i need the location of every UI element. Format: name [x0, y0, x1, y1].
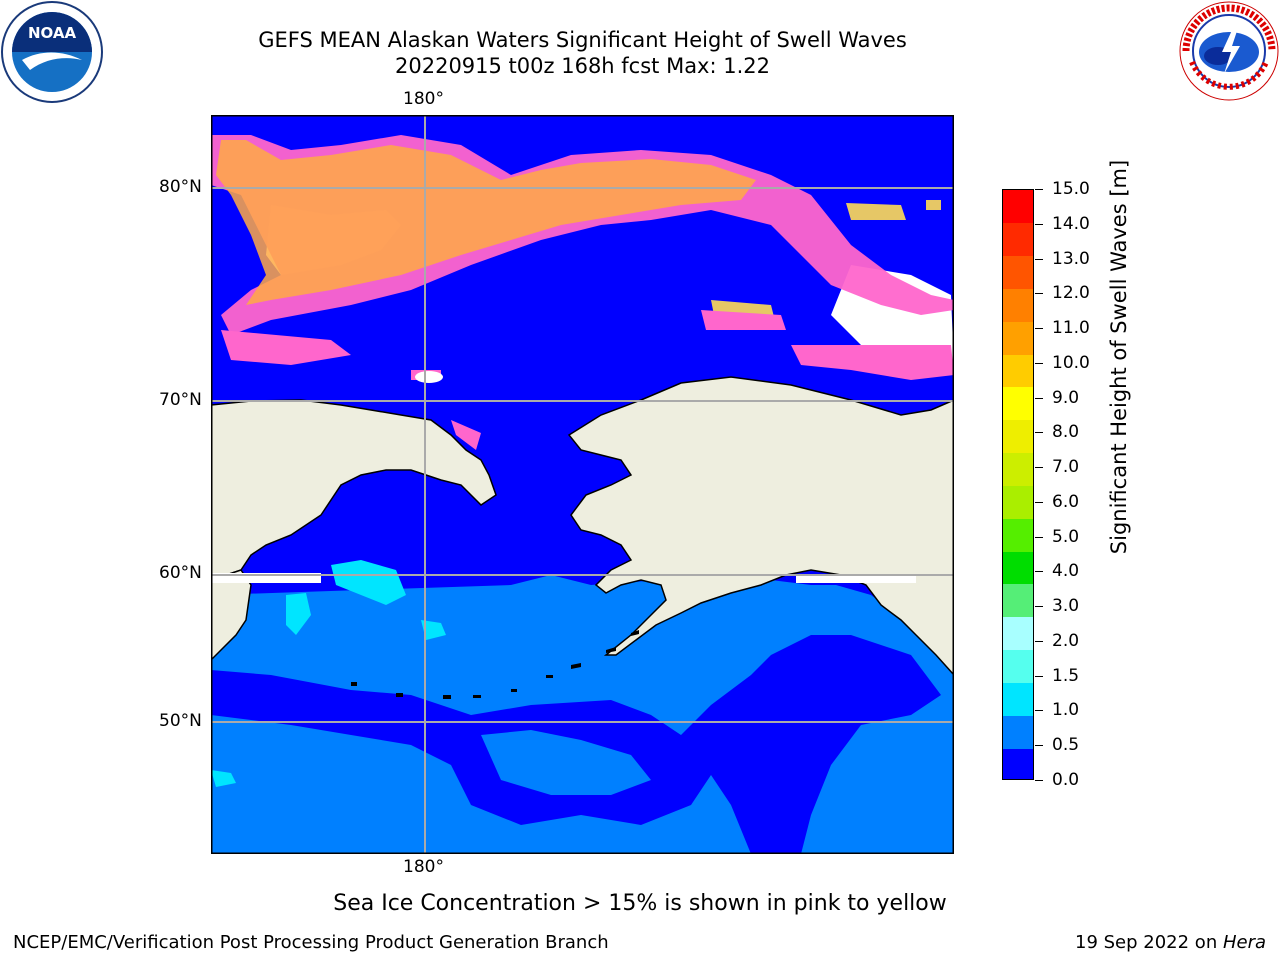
- colorbar-tick-label: 12.0: [1052, 283, 1090, 304]
- colorbar-tick-mark: [1035, 362, 1043, 364]
- longitude-label-bottom: 180°: [403, 857, 444, 877]
- colorbar-tick-mark: [1035, 293, 1043, 295]
- colorbar-segment: [1003, 649, 1033, 683]
- colorbar-tick-mark: [1035, 258, 1043, 260]
- colorbar-tick-mark: [1035, 501, 1043, 503]
- latitude-label-70n: 70°N: [159, 390, 202, 410]
- colorbar-tick-mark: [1035, 675, 1043, 677]
- latitude-label-60n: 60°N: [159, 563, 202, 583]
- alaskan-waters-swell-height-map: [211, 115, 954, 854]
- colorbar-tick-label: 11.0: [1052, 318, 1090, 339]
- colorbar-tick-label: 1.0: [1052, 700, 1080, 721]
- noaa-logo-text: NOAA: [28, 24, 77, 42]
- footer-date-text: 19 Sep 2022 on: [1075, 932, 1223, 953]
- colorbar-segment: [1003, 682, 1033, 716]
- latitude-label-80n: 80°N: [159, 177, 202, 197]
- map-frame: [211, 115, 954, 854]
- colorbar-segment: [1003, 518, 1033, 552]
- colorbar-tick-mark: [1035, 780, 1043, 781]
- colorbar-segment: [1003, 419, 1033, 454]
- colorbar-tick-label: 4.0: [1052, 561, 1080, 582]
- colorbar-segment: [1003, 354, 1033, 388]
- colorbar-tick-label: 15.0: [1052, 179, 1090, 199]
- colorbar-tick-mark: [1035, 328, 1043, 330]
- colorbar-tick-label: 2.0: [1052, 630, 1080, 651]
- wrangel-island: [415, 371, 443, 383]
- kamchatka-landmass: [211, 569, 252, 662]
- footer-host: Hera: [1222, 932, 1266, 953]
- colorbar-segment: [1003, 255, 1033, 289]
- chart-subtitle: 20220915 t00z 168h fcst Max: 1.22: [395, 54, 770, 78]
- colorbar-tick-label: 5.0: [1052, 526, 1080, 547]
- alaska-landmass: [567, 376, 954, 677]
- colorbar-tick-mark: [1035, 571, 1043, 573]
- colorbar-tick-label: 0.5: [1052, 735, 1080, 756]
- noaa-logo-icon: NOAA: [1, 1, 103, 103]
- colorbar-tick-mark: [1035, 710, 1043, 712]
- colorbar-segment: [1003, 748, 1033, 779]
- latitude-label-50n: 50°N: [159, 711, 202, 731]
- colorbar-tick-label: 14.0: [1052, 213, 1090, 234]
- colorbar-tick-mark: [1035, 606, 1043, 608]
- footer-credit: NCEP/EMC/Verification Post Processing Pr…: [13, 932, 609, 953]
- colorbar-tick-label: 9.0: [1052, 387, 1080, 408]
- national-weather-service-logo-icon: [1179, 1, 1279, 101]
- colorbar-segment: [1003, 387, 1033, 421]
- colorbar-tick-label: 6.0: [1052, 491, 1080, 512]
- colorbar-tick-label: 0.0: [1052, 770, 1080, 790]
- colorbar-tick-label: 7.0: [1052, 457, 1080, 478]
- colorbar-tick-mark: [1035, 467, 1043, 469]
- no-data-strip-east: [796, 575, 916, 583]
- graticule-gridlines: [211, 115, 954, 854]
- colorbar-tick-mark: [1035, 536, 1043, 538]
- colorbar-segment: [1003, 190, 1033, 224]
- colorbar-segment: [1003, 452, 1033, 486]
- colorbar-tick-mark: [1035, 745, 1043, 747]
- colorbar-tick-label: 1.5: [1052, 665, 1080, 686]
- colorbar-segment: [1003, 584, 1033, 618]
- colorbar-segment: [1003, 715, 1033, 749]
- colorbar-segment: [1003, 485, 1033, 519]
- colorbar-segment: [1003, 616, 1033, 651]
- colorbar-title: Significant Height of Swell Waves [m]: [1107, 159, 1131, 555]
- colorbar-tick-mark: [1035, 223, 1043, 225]
- colorbar-tick-mark: [1035, 640, 1043, 642]
- sea-ice-note: Sea Ice Concentration > 15% is shown in …: [333, 891, 947, 916]
- longitude-label-top: 180°: [403, 89, 444, 109]
- ocean-moderate-swell-inner: [481, 730, 651, 795]
- colorbar: [1002, 189, 1034, 780]
- colorbar-tick-label: 10.0: [1052, 352, 1090, 373]
- colorbar-tick-mark: [1035, 432, 1043, 434]
- colorbar-segment: [1003, 288, 1033, 322]
- footer-date: 19 Sep 2022 on Hera: [1075, 932, 1266, 953]
- colorbar-segment: [1003, 551, 1033, 585]
- colorbar-tick-label: 13.0: [1052, 248, 1090, 269]
- colorbar-tick-label: 3.0: [1052, 596, 1080, 617]
- colorbar-segment: [1003, 222, 1033, 257]
- colorbar-tick-mark: [1035, 189, 1043, 190]
- colorbar-segment: [1003, 321, 1033, 355]
- colorbar-tick-label: 8.0: [1052, 422, 1080, 443]
- chart-title: GEFS MEAN Alaskan Waters Significant Hei…: [258, 28, 907, 52]
- no-data-strip-west: [211, 573, 321, 583]
- colorbar-tick-mark: [1035, 397, 1043, 399]
- sea-ice-orange-band: [216, 140, 756, 305]
